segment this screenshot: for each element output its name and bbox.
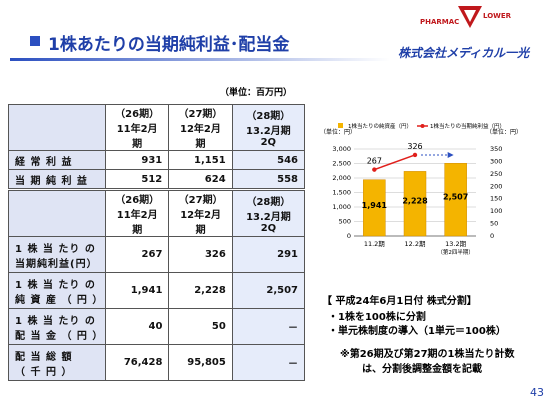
header-cell: （26期） 11年2月期 bbox=[104, 190, 170, 237]
y-tick-label: 1,500 bbox=[332, 189, 351, 197]
logo-right: LOWER bbox=[483, 12, 512, 20]
point-label: 267 bbox=[367, 157, 382, 166]
cell: 558 bbox=[231, 169, 306, 189]
y2-tick-label: 300 bbox=[490, 157, 502, 165]
cell: 931 bbox=[104, 150, 170, 170]
header-cell: （27期） 12年2月期 bbox=[168, 190, 233, 237]
cell: 291 bbox=[231, 236, 306, 273]
legend-swatch bbox=[338, 123, 343, 128]
cell: 50 bbox=[168, 308, 233, 345]
y2-tick-label: 250 bbox=[490, 170, 502, 178]
trend-arrowhead bbox=[447, 151, 454, 158]
cell: 1,941 bbox=[104, 272, 170, 309]
y2-axis-label: （単位：円） bbox=[486, 128, 522, 136]
title: 1株あたりの当期純利益･配当金 bbox=[48, 35, 290, 55]
bar bbox=[403, 171, 427, 237]
table-1: （26期） 11年2月期 （27期） 12年2月期 （28期） 13.2月期2Q 経 … bbox=[8, 104, 306, 189]
y-tick-label: 2,000 bbox=[332, 174, 351, 182]
logo-mark bbox=[458, 6, 482, 28]
corner-cell bbox=[8, 104, 106, 151]
legend-swatch bbox=[420, 124, 425, 128]
y2-tick-label: 350 bbox=[490, 145, 502, 153]
x-tick-label: 12.2期 bbox=[405, 240, 426, 248]
row-label: 経 常 利 益 bbox=[8, 150, 106, 170]
title-bullet bbox=[30, 36, 40, 46]
line bbox=[374, 154, 416, 171]
y2-tick-label: 100 bbox=[490, 207, 502, 215]
legend-label: 1株当たりの純資産（円） bbox=[348, 122, 412, 130]
bar-label: 1,941 bbox=[362, 201, 388, 210]
cell: 546 bbox=[231, 150, 306, 170]
header-cell: （26期） 11年2月期 bbox=[104, 104, 170, 151]
row-label: 1 株 当 たり の 当期純利益(円） bbox=[8, 236, 106, 273]
y-axis-label: （単位：円） bbox=[320, 128, 356, 136]
y-tick-label: 0 bbox=[347, 232, 351, 240]
chart: （単位：円） （単位：円）05001,0001,5002,0002,5003,00… bbox=[320, 122, 522, 256]
cell: 624 bbox=[168, 169, 233, 189]
unit: （単位：百万円） bbox=[220, 88, 293, 98]
cell: － bbox=[231, 308, 306, 345]
row-label: 当 期 純 利 益 bbox=[8, 169, 106, 189]
remark: ※第26期及び第27期の1株当たり計数 bbox=[340, 349, 515, 360]
page-number: 43 bbox=[530, 386, 544, 399]
cell: 76,428 bbox=[104, 344, 170, 381]
cell: 40 bbox=[104, 308, 170, 345]
note-item: ・単元株制度の導入（1単元＝100株） bbox=[328, 326, 506, 337]
cell: 512 bbox=[104, 169, 170, 189]
legend-label: 1株当たりの当期純利益（円） bbox=[430, 122, 505, 130]
cell: 267 bbox=[104, 236, 170, 273]
y-tick-label: 2,500 bbox=[332, 160, 351, 168]
header-cell: （27期） 12年2月期 bbox=[168, 104, 233, 151]
x-tick-label: 11.2期 bbox=[364, 240, 385, 248]
cell: 1,151 bbox=[168, 150, 233, 170]
x-tick-note: （第2四半期） bbox=[437, 248, 474, 256]
cell: 326 bbox=[168, 236, 233, 273]
bar-label: 2,507 bbox=[443, 193, 468, 202]
bar bbox=[444, 163, 467, 237]
cell: 2,507 bbox=[231, 272, 306, 309]
row-label: 配 当 総 額 （ 千 円 ） bbox=[8, 344, 106, 381]
table-2: （26期） 11年2月期 （27期） 12年2月期 （28期） 13.2月期2Q 1 … bbox=[8, 190, 306, 381]
cell: 2,228 bbox=[168, 272, 233, 309]
x-tick-label: 13.2期 bbox=[445, 240, 466, 248]
logo-left: PHARMAC bbox=[420, 18, 460, 26]
company: 株式会社メディカル一光 bbox=[398, 46, 530, 60]
bar bbox=[363, 179, 386, 237]
y-tick-label: 500 bbox=[339, 218, 351, 226]
y2-tick-label: 150 bbox=[490, 195, 502, 203]
bar-label: 2,228 bbox=[402, 197, 428, 206]
title-rule bbox=[10, 58, 390, 61]
row-label: 1 株 当 たり の 純 資 産 （ 円 ） bbox=[8, 272, 106, 309]
y2-tick-label: 50 bbox=[490, 220, 498, 228]
note-item: ・1株を100株に分割 bbox=[328, 312, 426, 323]
header-cell: （28期） 13.2月期2Q bbox=[231, 104, 306, 151]
y-tick-label: 1,000 bbox=[332, 203, 351, 211]
header-cell: （28期） 13.2月期2Q bbox=[231, 190, 306, 237]
remark: は、分割後調整金額を記載 bbox=[362, 364, 482, 375]
y2-tick-label: 0 bbox=[490, 232, 494, 240]
row-label: 1 株 当 たり の 配 当 金 （ 円 ） bbox=[8, 308, 106, 345]
cell: － bbox=[231, 344, 306, 381]
point-label: 326 bbox=[407, 142, 422, 151]
cell: 95,805 bbox=[168, 344, 233, 381]
y2-tick-label: 200 bbox=[490, 182, 502, 190]
corner-cell bbox=[8, 190, 106, 237]
note-title: 【 平成24年6月1日付 株式分割】 bbox=[322, 296, 477, 307]
y-tick-label: 3,000 bbox=[332, 145, 351, 153]
